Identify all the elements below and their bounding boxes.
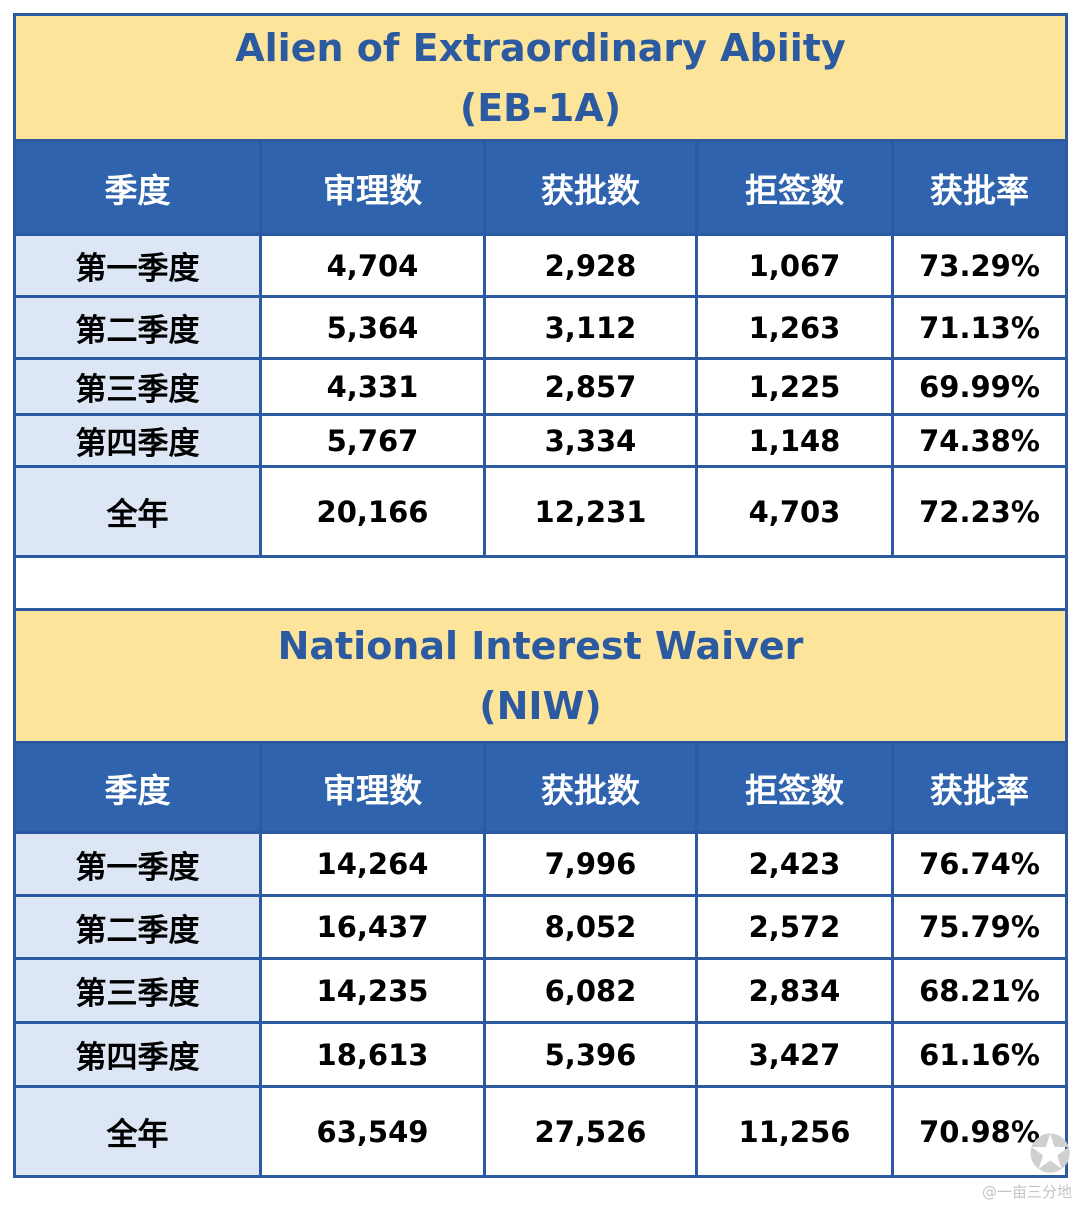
value-cell: 70.98%: [891, 1085, 1068, 1178]
value-cell: 1,225: [695, 357, 894, 416]
value-cell: 72.23%: [891, 465, 1068, 558]
value-cell: 11,256: [695, 1085, 894, 1178]
quarter-cell: 全年: [13, 1085, 262, 1178]
value-cell: 61.16%: [891, 1021, 1068, 1088]
table-row: 第三季度 4,331 2,857 1,225 69.99%: [13, 357, 1068, 416]
value-cell: 76.74%: [891, 831, 1068, 897]
table-row: 全年 20,166 12,231 4,703 72.23%: [13, 465, 1068, 558]
value-cell: 2,928: [483, 233, 698, 298]
table-row: 第二季度 5,364 3,112 1,263 71.13%: [13, 295, 1068, 360]
watermark-text: @一亩三分地: [981, 1183, 1072, 1201]
value-cell: 68.21%: [891, 957, 1068, 1024]
value-cell: 5,396: [483, 1021, 698, 1088]
quarter-cell: 第一季度: [13, 233, 262, 298]
table-row: 第三季度 14,235 6,082 2,834 68.21%: [13, 957, 1068, 1024]
value-cell: 71.13%: [891, 295, 1068, 360]
value-cell: 27,526: [483, 1085, 698, 1178]
quarter-cell: 第二季度: [13, 894, 262, 960]
table-row: 第一季度 4,704 2,928 1,067 73.29%: [13, 233, 1068, 298]
column-header: 审理数: [259, 139, 486, 236]
value-cell: 2,423: [695, 831, 894, 897]
column-header: 季度: [13, 139, 262, 236]
value-cell: 1,148: [695, 413, 894, 468]
table-title-sub: (EB-1A): [459, 85, 622, 130]
quarter-cell: 第二季度: [13, 295, 262, 360]
column-header: 拒签数: [695, 741, 894, 834]
value-cell: 20,166: [259, 465, 486, 558]
value-cell: 5,767: [259, 413, 486, 468]
value-cell: 74.38%: [891, 413, 1068, 468]
value-cell: 2,857: [483, 357, 698, 416]
visa-stats-tables: Alien of Extraordinary Abiity (EB-1A) 季度 审理…: [13, 13, 1068, 1192]
value-cell: 18,613: [259, 1021, 486, 1088]
quarter-cell: 第三季度: [13, 957, 262, 1024]
table-title: Alien of Extraordinary Abiity (EB-1A): [13, 13, 1068, 142]
value-cell: 2,834: [695, 957, 894, 1024]
table-title-main: National Interest Waiver: [277, 624, 804, 668]
value-cell: 2,572: [695, 894, 894, 960]
value-cell: 1,263: [695, 295, 894, 360]
value-cell: 69.99%: [891, 357, 1068, 416]
value-cell: 6,082: [483, 957, 698, 1024]
column-header: 拒签数: [695, 139, 894, 236]
value-cell: 4,331: [259, 357, 486, 416]
quarter-cell: 全年: [13, 465, 262, 558]
watermark: ✪ @一亩三分地: [982, 1129, 1072, 1202]
column-header: 获批数: [483, 139, 698, 236]
combined-table: Alien of Extraordinary Abiity (EB-1A) 季度 审理…: [13, 13, 1068, 1178]
column-header: 获批数: [483, 741, 698, 834]
table-title-row: Alien of Extraordinary Abiity (EB-1A): [13, 13, 1068, 142]
column-header: 季度: [13, 741, 262, 834]
table-header-row: 季度 审理数 获批数 拒签数 获批率: [13, 139, 1068, 236]
value-cell: 3,427: [695, 1021, 894, 1088]
value-cell: 3,112: [483, 295, 698, 360]
value-cell: 4,704: [259, 233, 486, 298]
value-cell: 5,364: [259, 295, 486, 360]
quarter-cell: 第三季度: [13, 357, 262, 416]
table-row: 第一季度 14,264 7,996 2,423 76.74%: [13, 831, 1068, 897]
table-row: 第四季度 5,767 3,334 1,148 74.38%: [13, 413, 1068, 468]
quarter-cell: 第一季度: [13, 831, 262, 897]
column-header: 审理数: [259, 741, 486, 834]
table-row: 第二季度 16,437 8,052 2,572 75.79%: [13, 894, 1068, 960]
value-cell: 73.29%: [891, 233, 1068, 298]
weibo-logo-icon: ✪: [1028, 1125, 1072, 1185]
value-cell: 3,334: [483, 413, 698, 468]
table-gap-row: [13, 555, 1068, 611]
column-header: 获批率: [891, 139, 1068, 236]
value-cell: 16,437: [259, 894, 486, 960]
quarter-cell: 第四季度: [13, 1021, 262, 1088]
table-title: National Interest Waiver (NIW): [13, 608, 1068, 744]
value-cell: 63,549: [259, 1085, 486, 1178]
value-cell: 14,235: [259, 957, 486, 1024]
table-row: 第四季度 18,613 5,396 3,427 61.16%: [13, 1021, 1068, 1088]
value-cell: 12,231: [483, 465, 698, 558]
table-title-main: Alien of Extraordinary Abiity: [235, 25, 846, 70]
quarter-cell: 第四季度: [13, 413, 262, 468]
table-header-row: 季度 审理数 获批数 拒签数 获批率: [13, 741, 1068, 834]
table-title-sub: (NIW): [479, 684, 602, 728]
table-row: 全年 63,549 27,526 11,256 70.98%: [13, 1085, 1068, 1178]
value-cell: 8,052: [483, 894, 698, 960]
value-cell: 75.79%: [891, 894, 1068, 960]
value-cell: 7,996: [483, 831, 698, 897]
value-cell: 14,264: [259, 831, 486, 897]
value-cell: 4,703: [695, 465, 894, 558]
column-header: 获批率: [891, 741, 1068, 834]
value-cell: 1,067: [695, 233, 894, 298]
table-title-row: National Interest Waiver (NIW): [13, 608, 1068, 744]
table-gap: [13, 555, 1068, 611]
